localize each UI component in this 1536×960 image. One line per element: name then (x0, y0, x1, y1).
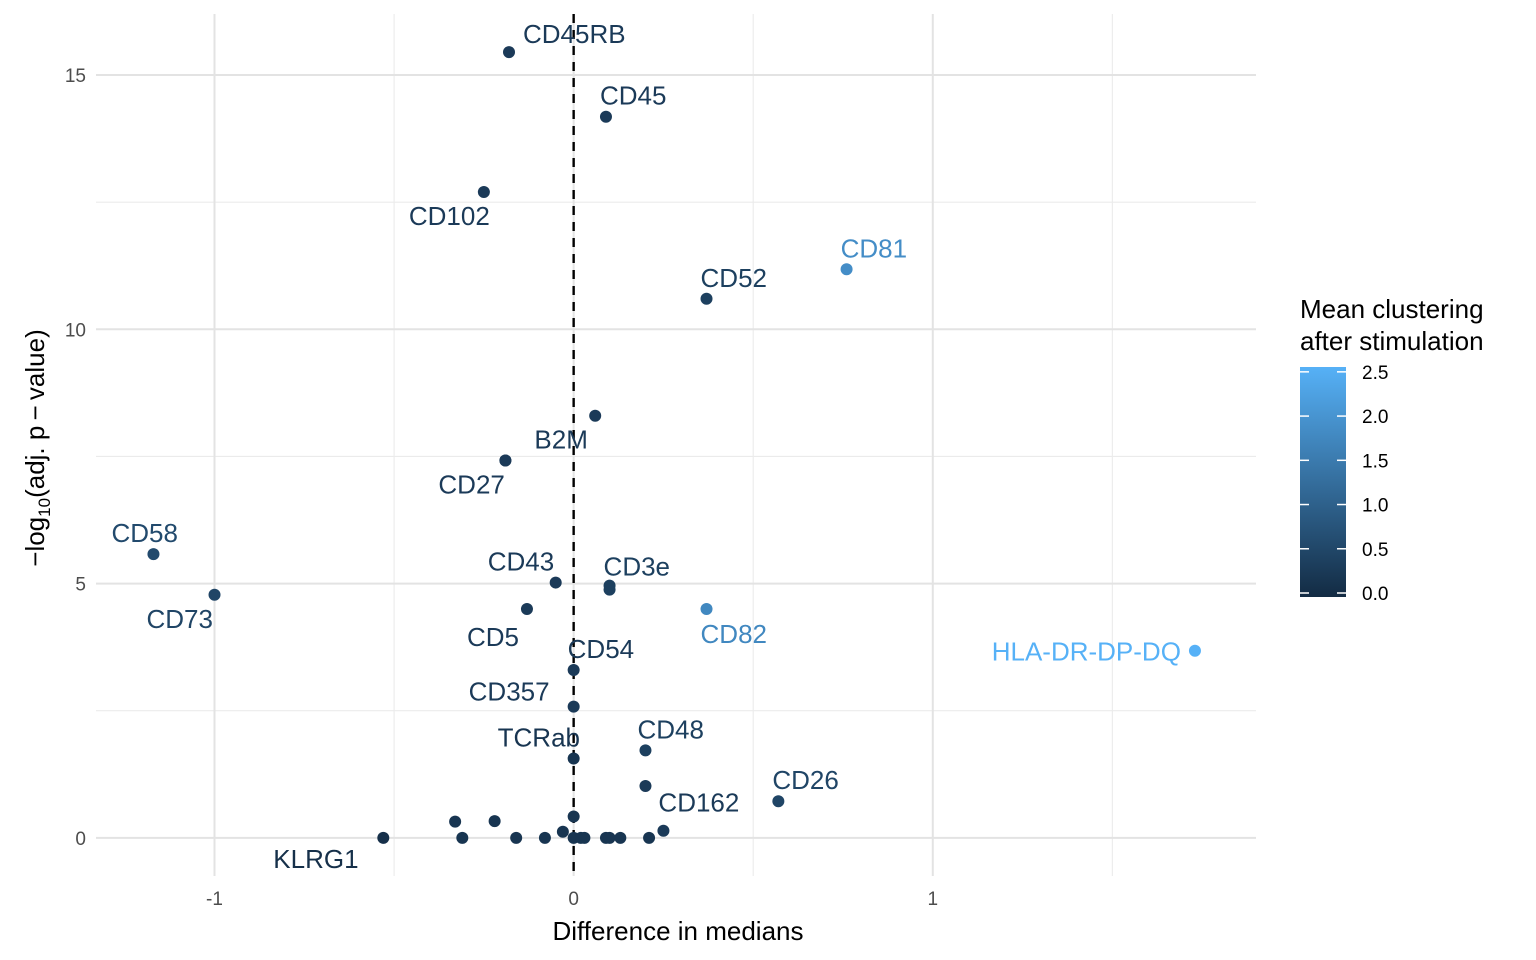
y-axis-ticks: 0 5 10 15 (65, 66, 86, 850)
data-point (567, 752, 580, 765)
data-point (639, 744, 652, 757)
point-label: KLRG1 (273, 844, 358, 874)
data-point (599, 110, 612, 123)
point-label: CD43 (488, 547, 554, 577)
legend-ticks: 0.0 0.5 1.0 1.5 2.0 2.5 (1300, 363, 1388, 605)
legend-tick-label: 2.0 (1362, 407, 1388, 428)
point-label: CD82 (701, 619, 767, 649)
legend-tick-label: 0.5 (1362, 540, 1388, 561)
point-label: CD26 (772, 765, 838, 795)
data-point (208, 588, 221, 601)
point-label: CD45 (600, 81, 666, 111)
point-label: CD52 (701, 263, 767, 293)
point-label: CD45RB (523, 19, 626, 49)
data-point (657, 824, 670, 837)
data-point (700, 292, 713, 305)
data-point (556, 825, 569, 838)
legend-title-line-2: after stimulation (1300, 326, 1484, 356)
y-tick-label: 10 (65, 320, 86, 341)
data-point (147, 548, 160, 561)
data-point (603, 831, 616, 844)
data-point (643, 831, 656, 844)
data-point (477, 185, 490, 198)
data-point (700, 603, 713, 616)
data-point (510, 831, 523, 844)
point-label: CD357 (469, 677, 550, 707)
data-point (567, 700, 580, 713)
data-point (567, 810, 580, 823)
legend-title-line-1: Mean clustering (1300, 294, 1484, 324)
point-label: CD73 (147, 604, 213, 634)
data-point (377, 831, 390, 844)
data-point (614, 831, 627, 844)
data-point (488, 815, 501, 828)
point-labels: CD45RB CD45 CD102 CD81 CD52 B2M CD27 CD58 CD73 CD… (111, 19, 1180, 874)
data-point (499, 454, 512, 467)
x-tick-label: 1 (927, 889, 938, 910)
legend-tick-label: 1.0 (1362, 496, 1388, 517)
point-label: CD58 (111, 518, 177, 548)
data-point (549, 576, 562, 589)
data-point (520, 603, 533, 616)
y-axis-title-suffix: (adj. p − value) (20, 329, 50, 498)
point-label: CD102 (409, 201, 490, 231)
data-point (1188, 644, 1201, 657)
point-label: CD27 (438, 470, 504, 500)
data-point (772, 795, 785, 808)
grid (96, 14, 1256, 876)
x-axis-title: Difference in medians (553, 916, 804, 946)
point-label: CD54 (568, 634, 634, 664)
data-point (538, 831, 551, 844)
data-point (840, 263, 853, 276)
point-label: CD3e (604, 552, 670, 582)
data-point (603, 583, 616, 596)
y-tick-label: 0 (75, 829, 86, 850)
point-label: CD162 (658, 788, 739, 818)
y-axis-title-prefix: −log (20, 517, 50, 567)
colorbar (1300, 367, 1346, 597)
data-points (147, 46, 1201, 844)
y-axis-title-subscript: 10 (35, 498, 54, 517)
data-point (449, 815, 462, 828)
point-label: CD5 (467, 622, 519, 652)
data-point (503, 46, 516, 59)
x-tick-label: -1 (206, 889, 223, 910)
data-point (567, 664, 580, 677)
data-point (456, 831, 469, 844)
y-axis-title: −log10(adj. p − value) (20, 329, 54, 566)
legend-tick-label: 0.0 (1362, 584, 1388, 605)
color-legend: Mean clustering after stimulation 0.0 0.5… (1300, 294, 1484, 605)
x-axis-ticks: -1 0 1 (206, 889, 938, 910)
y-tick-label: 5 (75, 575, 86, 596)
x-tick-label: 0 (568, 889, 579, 910)
legend-tick-label: 2.5 (1362, 363, 1388, 384)
legend-tick-label: 1.5 (1362, 451, 1388, 472)
point-label: CD48 (637, 714, 703, 744)
y-tick-label: 15 (65, 66, 86, 87)
point-label: TCRab (498, 723, 580, 753)
point-label: CD81 (841, 233, 907, 263)
data-point (639, 779, 652, 792)
data-point (578, 831, 591, 844)
data-point (589, 409, 602, 422)
point-label: HLA-DR-DP-DQ (992, 637, 1181, 667)
point-label: B2M (534, 425, 587, 455)
